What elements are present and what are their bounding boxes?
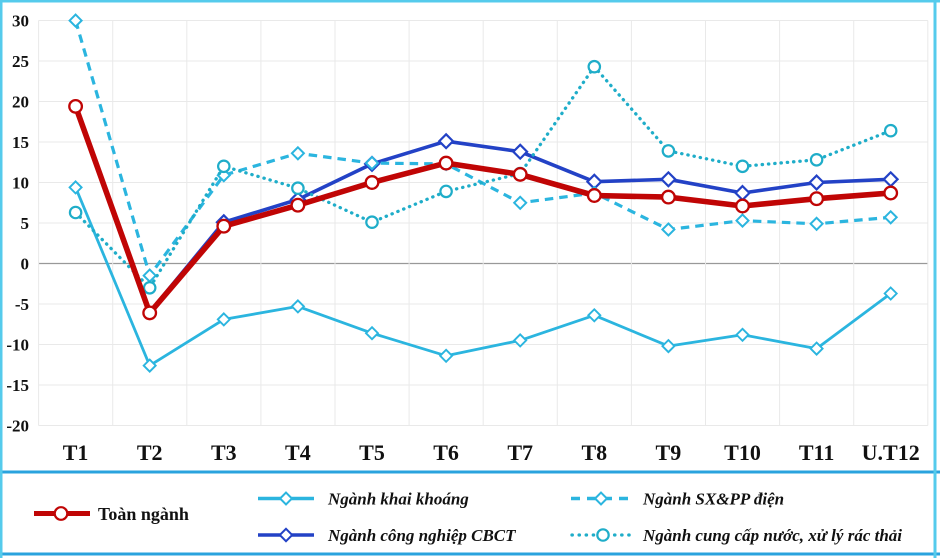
svg-text:10: 10 bbox=[12, 174, 29, 193]
svg-text:T9: T9 bbox=[656, 440, 682, 465]
svg-text:-5: -5 bbox=[15, 295, 29, 314]
svg-text:Ngành công nghiệp CBCT: Ngành công nghiệp CBCT bbox=[327, 526, 516, 545]
svg-text:5: 5 bbox=[21, 214, 30, 233]
svg-text:0: 0 bbox=[21, 255, 30, 274]
svg-text:Ngành cung cấp nước, xử lý rác: Ngành cung cấp nước, xử lý rác thải bbox=[642, 526, 902, 545]
svg-text:20: 20 bbox=[12, 93, 29, 112]
svg-text:T6: T6 bbox=[433, 440, 459, 465]
svg-text:-20: -20 bbox=[6, 417, 29, 436]
svg-text:Ngành SX&PP điện: Ngành SX&PP điện bbox=[642, 490, 784, 509]
svg-text:T5: T5 bbox=[359, 440, 385, 465]
svg-text:-15: -15 bbox=[6, 376, 29, 395]
svg-text:25: 25 bbox=[12, 52, 29, 71]
svg-text:30: 30 bbox=[12, 12, 29, 31]
svg-text:Ngành khai khoáng: Ngành khai khoáng bbox=[327, 490, 469, 509]
svg-text:T1: T1 bbox=[63, 440, 89, 465]
svg-text:T8: T8 bbox=[581, 440, 607, 465]
svg-text:T2: T2 bbox=[137, 440, 163, 465]
svg-text:15: 15 bbox=[12, 133, 29, 152]
svg-text:-10: -10 bbox=[6, 336, 29, 355]
svg-text:T10: T10 bbox=[724, 440, 761, 465]
svg-text:T11: T11 bbox=[799, 440, 834, 465]
svg-text:T7: T7 bbox=[507, 440, 533, 465]
svg-text:U.T12: U.T12 bbox=[862, 440, 920, 465]
svg-text:Toàn ngành: Toàn ngành bbox=[98, 504, 189, 524]
svg-text:T4: T4 bbox=[285, 440, 311, 465]
svg-text:T3: T3 bbox=[211, 440, 237, 465]
